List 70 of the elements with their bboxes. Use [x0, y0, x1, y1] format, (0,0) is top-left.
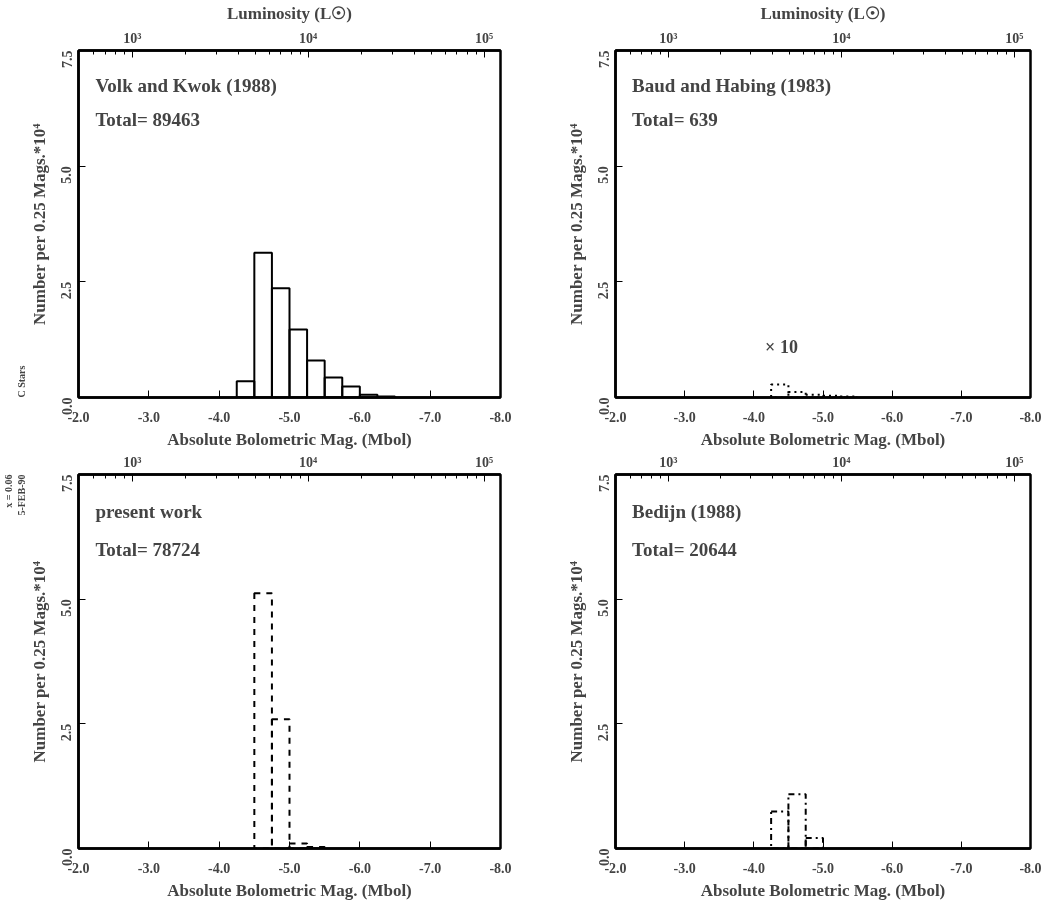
y-axis-title: Number per 0.25 Mags.*10⁴ — [566, 561, 586, 763]
text: present work — [95, 501, 203, 523]
x-tick-label: -5.0 — [278, 860, 301, 876]
y-axis-title: Number per 0.25 Mags.*10⁴ — [29, 123, 49, 325]
x2-tick-label: 10⁵ — [1005, 454, 1024, 470]
y-axis-title: Number per 0.25 Mags.*10⁴ — [566, 123, 586, 325]
y-tick-label: 5.0 — [59, 166, 75, 184]
x-tick-label: -6.0 — [348, 409, 371, 425]
text: C Stars — [15, 365, 27, 398]
x-axis-title: Absolute Bolometric Mag. (Mbol) — [167, 880, 412, 900]
text: Volk and Kwok (1988) — [95, 74, 277, 97]
x-tick-label: -4.0 — [208, 409, 231, 425]
x-tick-label: -7.0 — [950, 409, 973, 425]
text: Total= 20644 — [632, 538, 738, 560]
x-tick-label: -8.0 — [1019, 860, 1042, 876]
x2-tick-label: 10⁴ — [299, 30, 319, 46]
y-tick-label: 2.5 — [596, 281, 612, 300]
x2-tick-label: 10³ — [123, 454, 142, 470]
x-tick-label: -4.0 — [208, 860, 231, 876]
x-tick-label: -5.0 — [811, 409, 835, 425]
x-tick-label: -3.0 — [673, 860, 696, 876]
x-tick-label: -4.0 — [742, 860, 765, 876]
text: Total= 78724 — [95, 538, 201, 560]
annotation: × 10 — [765, 336, 798, 357]
x2-tick-label: 10³ — [659, 30, 678, 46]
x-tick-label: -8.0 — [489, 409, 512, 425]
y-tick-label: 5.0 — [596, 599, 612, 617]
text: Total= 89463 — [95, 109, 201, 131]
x-tick-label: -4.0 — [742, 409, 765, 425]
x-tick-label: -8.0 — [1019, 409, 1042, 425]
x-axis-title: Absolute Bolometric Mag. (Mbol) — [700, 429, 946, 449]
y-tick-label: 7.5 — [596, 50, 612, 68]
x-tick-label: -5.0 — [278, 409, 301, 425]
x2-tick-label: 10⁵ — [474, 454, 494, 470]
x-tick-label: -3.0 — [673, 409, 696, 425]
y-tick-label: 5.0 — [596, 166, 612, 184]
x2-tick-label: 10⁴ — [299, 454, 319, 470]
y-tick-label: 7.5 — [59, 474, 75, 492]
x-tick-label: -7.0 — [419, 860, 442, 876]
y-axis-title: Number per 0.25 Mags.*10⁴ — [29, 561, 49, 763]
x2-tick-label: 10³ — [123, 30, 142, 46]
text: Total= 639 — [632, 109, 718, 131]
x2-tick-label: 10⁵ — [474, 30, 494, 46]
x-tick-label: -6.0 — [881, 860, 904, 876]
x2-tick-label: 10⁵ — [1005, 30, 1024, 46]
y-tick-label: 2.5 — [59, 281, 75, 300]
x-tick-label: -6.0 — [348, 860, 371, 876]
x-tick-label: -3.0 — [137, 860, 160, 876]
y-tick-label: 7.5 — [596, 474, 612, 492]
y-tick-label: 2.5 — [59, 723, 75, 742]
x-tick-label: -7.0 — [950, 860, 973, 876]
x2-tick-label: 10⁴ — [832, 454, 852, 470]
x-tick-label: -5.0 — [811, 860, 835, 876]
y-tick-label: 2.5 — [596, 723, 612, 742]
x2-tick-label: 10⁴ — [832, 30, 852, 46]
x-axis-title: Absolute Bolometric Mag. (Mbol) — [167, 429, 412, 449]
x-tick-label: -7.0 — [419, 409, 442, 425]
x2-axis-title: Luminosity (L☉) — [760, 3, 886, 23]
x2-tick-label: 10³ — [659, 454, 678, 470]
x-tick-label: -8.0 — [489, 860, 512, 876]
x2-axis-title: Luminosity (L☉) — [226, 3, 353, 23]
text: x = 0.06 — [2, 474, 14, 508]
y-tick-label: 7.5 — [59, 50, 75, 68]
text: 5-FEB-90 — [15, 474, 27, 516]
x-axis-title: Absolute Bolometric Mag. (Mbol) — [700, 880, 946, 900]
x-tick-label: -6.0 — [881, 409, 904, 425]
text: Baud and Habing (1983) — [632, 74, 832, 97]
text: Bedijn (1988) — [632, 501, 742, 524]
y-tick-label: 5.0 — [59, 599, 75, 617]
x-tick-label: -3.0 — [137, 409, 160, 425]
